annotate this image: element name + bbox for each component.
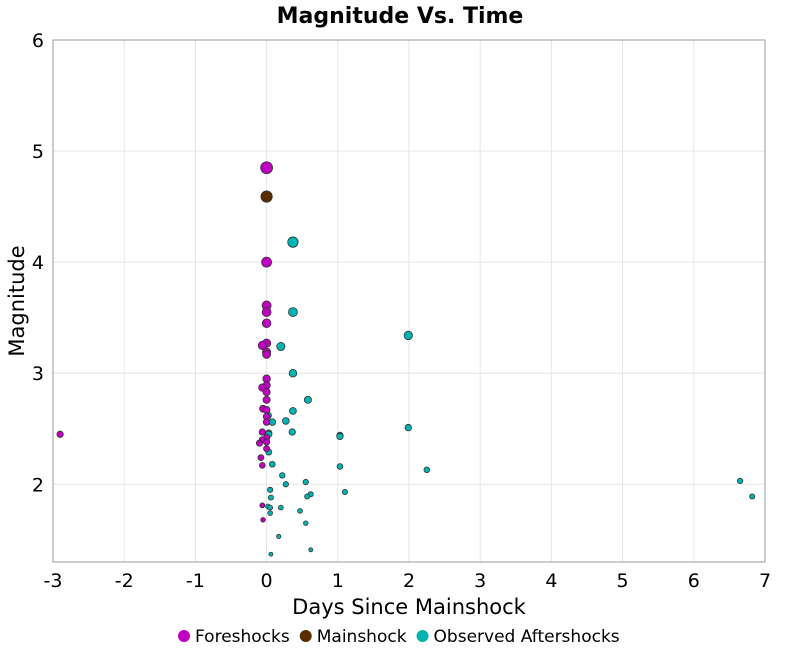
observed-aftershocks-point <box>404 423 412 432</box>
grid <box>52 39 766 562</box>
observed-aftershocks-point <box>341 489 348 496</box>
foreshocks-point <box>258 428 266 436</box>
observed-aftershocks-point <box>267 504 274 511</box>
x-tick-label: 3 <box>474 570 486 592</box>
observed-aftershocks-point <box>736 477 744 485</box>
x-tick-label: 6 <box>688 570 700 592</box>
observed-aftershocks-point <box>302 478 309 486</box>
legend-marker <box>178 630 190 642</box>
chart-title: Magnitude Vs. Time <box>277 4 524 29</box>
foreshocks-point <box>262 395 271 404</box>
observed-aftershocks-point <box>288 428 296 436</box>
observed-aftershocks-point <box>336 432 344 441</box>
y-tick-label: 2 <box>32 474 44 496</box>
observed-aftershocks-point <box>279 472 286 479</box>
foreshocks-point <box>260 517 266 523</box>
observed-aftershocks-point <box>287 236 299 248</box>
observed-aftershocks-point <box>276 533 282 540</box>
y-tick-label: 5 <box>32 141 44 163</box>
observed-aftershocks-point <box>267 486 274 493</box>
observed-aftershocks-point <box>403 330 413 341</box>
legend-label: Foreshocks <box>195 627 290 647</box>
legend-marker <box>299 630 312 642</box>
observed-aftershocks-point <box>288 368 298 378</box>
observed-aftershocks-point <box>276 342 286 352</box>
y-tick-label: 6 <box>32 30 44 52</box>
observed-aftershocks-point <box>267 510 273 516</box>
observed-aftershocks-point <box>282 481 289 488</box>
foreshocks-point <box>56 430 64 438</box>
observed-aftershocks-point <box>289 407 297 415</box>
plot-frame <box>52 39 766 563</box>
foreshocks-point <box>259 502 266 509</box>
foreshocks-point <box>259 462 266 469</box>
foreshocks-point <box>262 388 271 397</box>
x-tick-label: 5 <box>617 570 629 592</box>
observed-aftershocks-point <box>423 466 431 474</box>
observed-aftershocks-point <box>288 307 298 317</box>
foreshocks-point <box>263 438 271 446</box>
x-tick-label: -2 <box>115 570 134 592</box>
y-tick-labels: 2 3 4 5 6 <box>32 30 44 496</box>
foreshocks-point <box>262 349 272 359</box>
x-tick-label: 2 <box>403 570 415 592</box>
foreshocks-point <box>262 418 271 426</box>
observed-aftershocks-point <box>277 504 284 511</box>
observed-aftershocks-point <box>303 520 309 526</box>
x-axis-label: Days Since Mainshock <box>292 595 526 619</box>
y-tick-label: 4 <box>32 252 44 274</box>
observed-aftershocks-point <box>749 493 756 500</box>
legend-label: Observed Aftershocks <box>434 627 620 647</box>
y-tick-label: 3 <box>32 363 44 385</box>
foreshocks-point <box>257 340 267 350</box>
foreshocks-point <box>261 318 272 328</box>
legend: Foreshocks Mainshock Observed Aftershocks <box>178 627 620 647</box>
x-tick-label: 4 <box>545 570 557 592</box>
foreshocks-point <box>257 454 265 461</box>
observed-aftershocks-point <box>336 463 344 470</box>
x-tick-label: 0 <box>261 570 273 592</box>
foreshocks-point <box>261 256 272 268</box>
observed-aftershocks-point <box>268 460 276 468</box>
mainshock-point <box>260 190 273 203</box>
legend-label: Mainshock <box>317 627 407 647</box>
x-tick-labels: -3 -2 -1 0 1 2 3 4 5 6 7 <box>44 570 772 592</box>
data-points <box>56 161 756 557</box>
observed-aftershocks-point <box>303 395 312 404</box>
foreshocks-point <box>255 439 263 447</box>
foreshocks-point <box>260 161 273 175</box>
x-tick-label: 1 <box>332 570 344 592</box>
x-tick-label: 7 <box>759 570 771 592</box>
foreshocks-point <box>263 445 271 453</box>
x-tick-label: -1 <box>186 570 205 592</box>
observed-aftershocks-point <box>267 494 274 501</box>
observed-aftershocks-point <box>304 493 311 500</box>
legend-marker <box>416 630 429 642</box>
x-tick-label: -3 <box>44 570 63 592</box>
observed-aftershocks-point <box>268 551 274 557</box>
observed-aftershocks-point <box>297 508 303 514</box>
observed-aftershocks-point <box>282 417 290 425</box>
foreshocks-point <box>262 405 271 414</box>
observed-aftershocks-point <box>308 547 314 553</box>
foreshocks-point <box>261 307 272 317</box>
y-axis-label: Magnitude <box>5 245 29 356</box>
